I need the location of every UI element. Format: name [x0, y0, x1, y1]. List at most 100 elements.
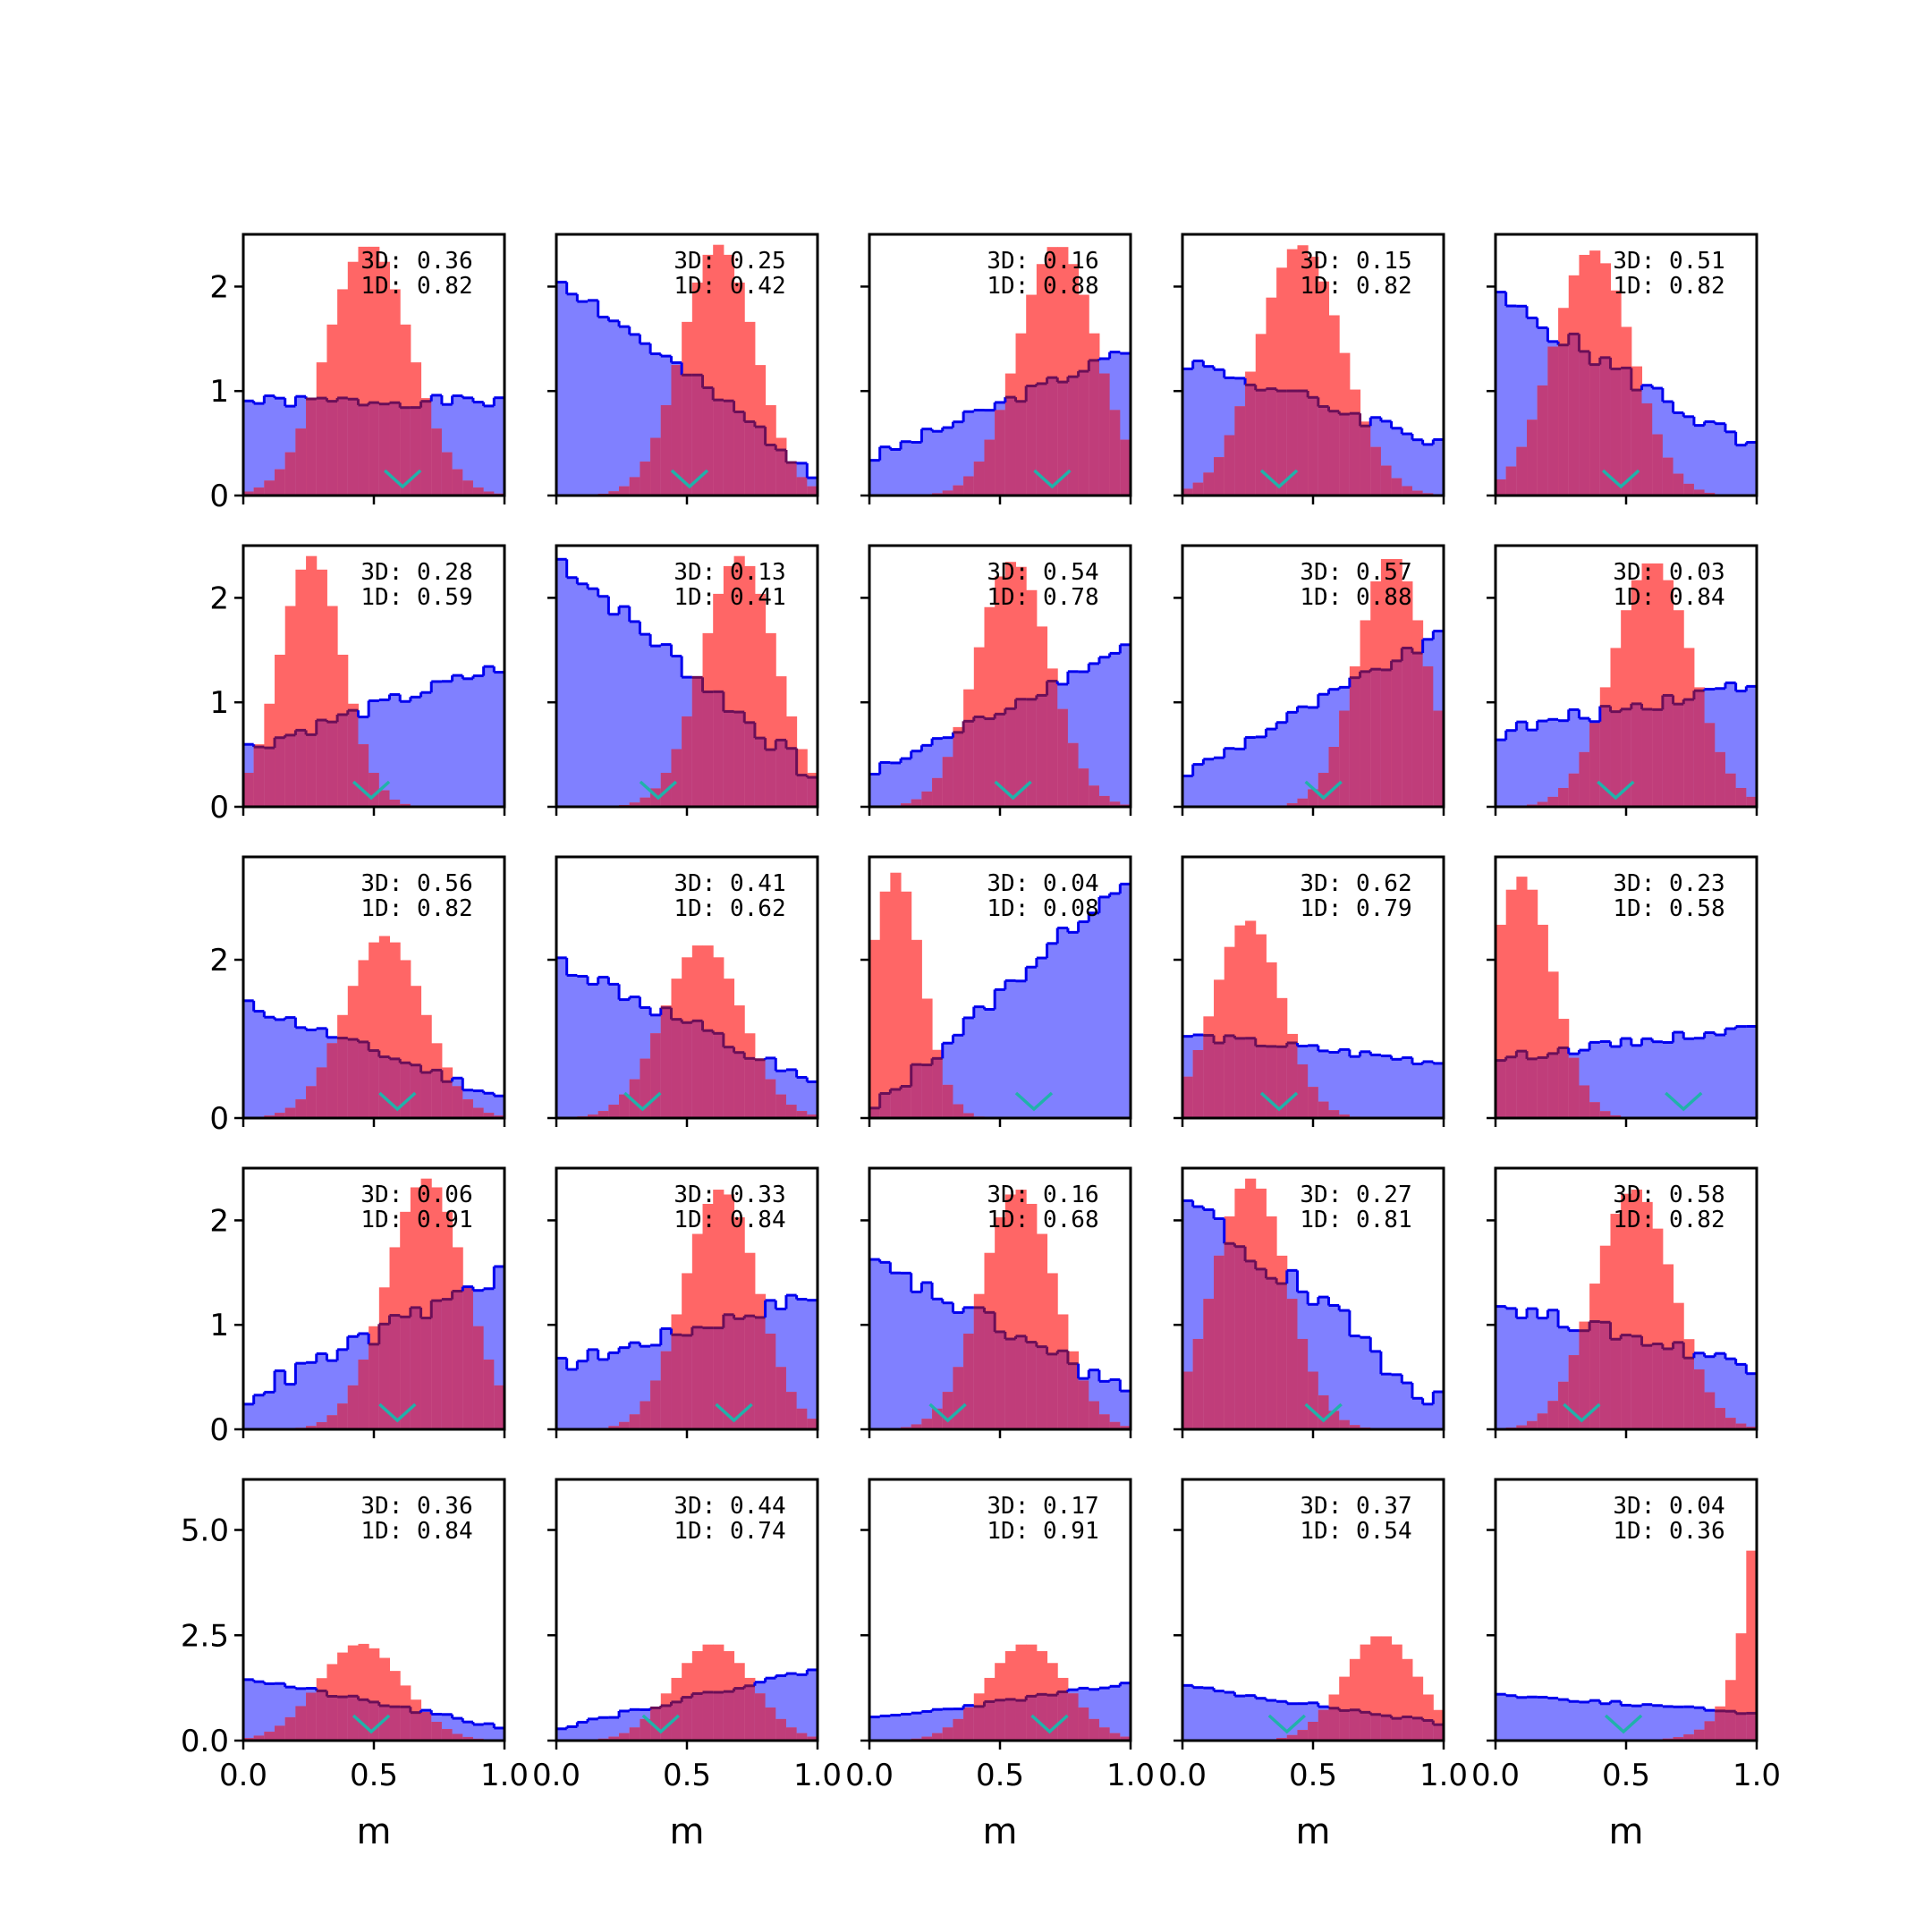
overlap-bar: [963, 1707, 975, 1741]
blue-bar: [953, 1035, 964, 1118]
x-axis-label: m: [1609, 1811, 1644, 1852]
cyan-v-marker: [715, 1402, 753, 1423]
overlap-bar: [1433, 710, 1445, 807]
overlap-bar: [1339, 1419, 1351, 1429]
x-tick-label: 1.0: [1106, 1758, 1155, 1793]
overlap-bar: [1015, 1700, 1027, 1741]
overlap-bar: [1245, 1038, 1257, 1118]
overlap-bar: [807, 1736, 818, 1741]
overlap-bar: [410, 1307, 422, 1429]
overlap-bar: [1026, 386, 1038, 496]
blue-bar: [462, 397, 474, 496]
overlap-bar: [1558, 1047, 1570, 1118]
blue-bar: [1360, 1051, 1371, 1118]
blue-bar: [807, 1081, 818, 1118]
overlap-bar: [1370, 446, 1382, 496]
annotation-3d: 3D: 0.37: [1300, 1493, 1411, 1520]
overlap-bar: [1724, 1711, 1737, 1741]
overlap-bar: [1026, 1696, 1038, 1741]
overlap-bar: [1057, 382, 1069, 496]
overlap-bar: [1089, 1718, 1100, 1741]
blue-bar: [556, 1358, 568, 1429]
blue-bar: [1391, 1059, 1402, 1118]
overlap-bar: [452, 469, 463, 496]
blue-bar: [869, 774, 881, 807]
overlap-bar: [1234, 406, 1246, 496]
overlap-bar: [953, 1367, 964, 1429]
blue-bar: [608, 1352, 620, 1429]
blue-bar: [1704, 1032, 1716, 1118]
blue-bar: [1192, 1687, 1204, 1741]
blue-bar: [275, 1019, 286, 1118]
blue-bar: [608, 614, 620, 807]
annotation-3d: 3D: 0.13: [674, 559, 785, 586]
overlap-bar: [1004, 1699, 1017, 1741]
blue-bar: [1203, 366, 1215, 496]
overlap-bar: [462, 1736, 474, 1741]
blue-bar: [597, 1359, 609, 1429]
overlap-bar: [775, 1718, 787, 1741]
overlap-bar: [1621, 368, 1632, 496]
overlap-bar: [1297, 1063, 1309, 1118]
blue-bar: [629, 1343, 640, 1429]
overlap-bar: [1724, 773, 1737, 807]
overlap-bar: [420, 1318, 432, 1429]
blue-bar: [1214, 1690, 1225, 1741]
overlap-bar: [1527, 1420, 1538, 1429]
blue-bar: [588, 1718, 599, 1741]
overlap-bar: [1704, 1392, 1716, 1429]
overlap-bar: [264, 1732, 275, 1741]
overlap-bar: [1433, 1724, 1445, 1741]
overlap-bar: [1057, 1351, 1069, 1429]
overlap-bar: [1046, 1353, 1058, 1429]
overlap-bar: [1109, 410, 1121, 496]
overlap-bar: [1120, 439, 1131, 496]
blue-bar: [483, 1093, 495, 1118]
red-bar: [879, 891, 891, 1118]
blue-bar: [1683, 1707, 1695, 1741]
overlap-bar: [619, 1094, 631, 1118]
x-axis-label: m: [357, 1811, 392, 1852]
overlap-bar: [963, 1334, 975, 1429]
overlap-bar: [1109, 1421, 1121, 1429]
overlap-bar: [400, 407, 411, 496]
blue-bar: [566, 1726, 578, 1741]
overlap-bar: [1735, 787, 1747, 807]
overlap-bar: [640, 462, 651, 496]
blue-bar: [1662, 1706, 1674, 1741]
blue-bar: [1735, 1364, 1747, 1429]
overlap-bar: [1693, 1729, 1706, 1741]
overlap-bar: [275, 1113, 286, 1118]
blue-bar: [1715, 423, 1726, 496]
overlap-bar: [911, 1064, 922, 1118]
overlap-bar: [691, 1326, 704, 1429]
blue-bar: [441, 681, 453, 807]
annotation-3d: 3D: 0.16: [987, 1182, 1098, 1208]
blue-bar: [253, 403, 265, 496]
overlap-bar: [650, 1033, 662, 1118]
blue-bar: [556, 282, 568, 496]
overlap-bar: [1266, 388, 1277, 496]
overlap-bar: [1015, 1335, 1027, 1429]
overlap-bar: [347, 1039, 359, 1118]
overlap-bar: [1693, 1369, 1706, 1429]
blue-bar: [1203, 1688, 1215, 1741]
overlap-bar: [1297, 1338, 1309, 1429]
y-tick-label: 0: [209, 1412, 229, 1448]
annotation-1d: 1D: 0.84: [1613, 584, 1724, 611]
overlap-bar: [723, 1691, 735, 1741]
blue-bar: [1683, 1038, 1695, 1118]
blue-bar: [1527, 730, 1538, 807]
overlap-bar: [1046, 377, 1058, 496]
cyan-v-marker: [623, 1091, 662, 1112]
overlap-bar: [1610, 711, 1622, 807]
cyan-v-marker: [1563, 1402, 1601, 1423]
blue-bar: [879, 1716, 891, 1741]
overlap-bar: [1380, 1716, 1393, 1741]
blue-bar: [807, 1300, 818, 1429]
